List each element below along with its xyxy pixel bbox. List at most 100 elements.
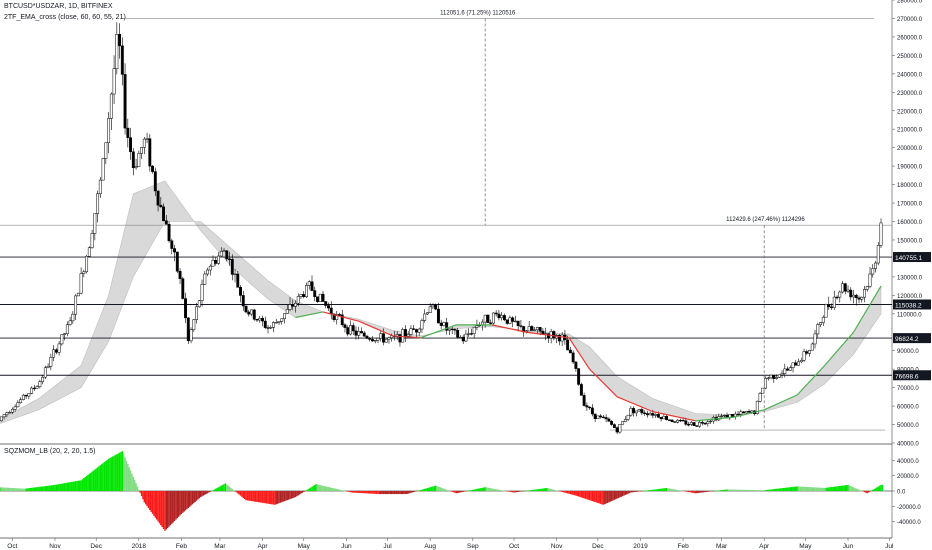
- momentum-bar: [184, 491, 187, 511]
- candle-body: [68, 320, 72, 325]
- momentum-bar: [4, 487, 7, 491]
- candle-body: [439, 322, 443, 326]
- momentum-bar: [676, 489, 679, 491]
- momentum-bar: [48, 485, 51, 491]
- momentum-bar: [3, 487, 5, 491]
- momentum-bar: [77, 480, 80, 491]
- momentum-bar: [785, 487, 787, 491]
- momentum-bar: [499, 489, 501, 491]
- candle-body: [709, 420, 713, 423]
- candle-body: [656, 414, 660, 418]
- candle-body: [571, 352, 575, 363]
- candle-body: [420, 320, 424, 330]
- candle-body: [382, 333, 385, 343]
- momentum-bar: [155, 491, 158, 520]
- momentum-bar: [631, 491, 633, 493]
- momentum-bar: [70, 481, 73, 491]
- momentum-bar: [297, 491, 299, 496]
- candle-body: [82, 271, 86, 274]
- momentum-bar: [786, 487, 789, 491]
- momentum-bar: [429, 487, 431, 491]
- momentum-bar: [154, 491, 157, 518]
- momentum-bar: [533, 489, 536, 491]
- candle-body: [841, 283, 844, 293]
- candle-body: [472, 326, 476, 334]
- momentum-bar: [572, 491, 574, 495]
- momentum-bar: [707, 491, 709, 492]
- momentum-bar: [755, 490, 757, 491]
- candle-body: [351, 325, 355, 332]
- momentum-bar: [856, 489, 859, 491]
- momentum-bar: [261, 491, 264, 503]
- momentum-bar: [19, 488, 22, 491]
- momentum-bar: [193, 491, 195, 504]
- momentum-bar: [187, 491, 189, 508]
- momentum-bar: [852, 487, 855, 491]
- momentum-bar: [514, 491, 517, 493]
- candle-body: [596, 415, 600, 419]
- momentum-bar: [245, 491, 247, 501]
- candle-body: [195, 306, 198, 320]
- momentum-bar: [506, 491, 508, 492]
- candle-body: [445, 322, 449, 331]
- momentum-bar: [94, 469, 96, 491]
- momentum-bar: [76, 480, 78, 491]
- ema-segment: [322, 311, 359, 322]
- momentum-bar: [102, 463, 104, 491]
- candle-body: [412, 328, 416, 330]
- candle-body: [703, 423, 707, 425]
- momentum-bar: [202, 491, 205, 496]
- momentum-bar: [25, 488, 27, 491]
- momentum-bar: [249, 491, 251, 501]
- momentum-bar: [687, 491, 690, 493]
- momentum-bar: [444, 489, 447, 491]
- momentum-bar: [87, 474, 89, 491]
- momentum-bar: [29, 488, 31, 491]
- momentum-bar: [327, 487, 330, 491]
- candle-body: [623, 419, 627, 422]
- candle-body: [676, 419, 680, 423]
- momentum-bar: [66, 482, 69, 491]
- time-tick-label: Mar: [716, 543, 728, 550]
- price-tick-label: 50000.0: [897, 423, 919, 429]
- candle-body: [118, 34, 122, 47]
- momentum-bar: [700, 491, 702, 493]
- momentum-bar: [35, 487, 37, 491]
- momentum-bar: [729, 489, 731, 491]
- momentum-bar: [232, 490, 235, 491]
- momentum-bar: [703, 491, 705, 493]
- momentum-bar: [161, 491, 163, 528]
- momentum-bar: [404, 491, 407, 495]
- candle-body: [535, 327, 539, 331]
- momentum-bar: [818, 487, 820, 491]
- momentum-bar: [215, 488, 217, 491]
- momentum-bar: [645, 490, 647, 492]
- momentum-bar: [869, 491, 871, 492]
- time-tick-label: Oct: [509, 543, 519, 550]
- momentum-bar: [208, 491, 210, 493]
- momentum-bar: [551, 489, 554, 491]
- momentum-bar: [583, 491, 585, 499]
- candle-body: [343, 324, 347, 328]
- momentum-bar: [532, 489, 534, 491]
- momentum-bar: [612, 491, 614, 501]
- momentum-bar: [738, 489, 741, 491]
- momentum-bar: [212, 490, 214, 491]
- momentum-bar: [397, 491, 400, 495]
- momentum-bar: [237, 491, 239, 494]
- momentum-bar: [639, 491, 642, 492]
- momentum-bar: [465, 491, 467, 492]
- candle-body: [772, 374, 776, 379]
- price-tick-label: 280000.0: [897, 0, 923, 5]
- candle-body: [667, 419, 671, 421]
- momentum-bar: [250, 491, 253, 502]
- momentum-bar: [307, 489, 309, 491]
- candle-body: [637, 409, 641, 412]
- level-price-label: 115038.2: [895, 302, 922, 309]
- momentum-bar: [109, 458, 111, 491]
- momentum-bar: [358, 491, 360, 493]
- time-tick-label: Apr: [257, 543, 268, 550]
- measure-label: 112429.6 (247.46%) 1124296: [726, 217, 805, 223]
- momentum-bar: [7, 487, 9, 491]
- candle-body: [162, 206, 166, 222]
